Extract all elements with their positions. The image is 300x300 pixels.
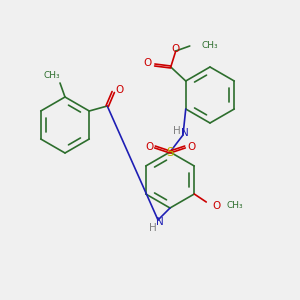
Text: N: N (181, 128, 189, 138)
Text: CH₃: CH₃ (202, 41, 218, 50)
Text: N: N (156, 217, 164, 227)
Text: CH₃: CH₃ (226, 202, 243, 211)
Text: O: O (172, 44, 180, 54)
Text: O: O (115, 85, 123, 95)
Text: H: H (149, 223, 157, 233)
Text: S: S (166, 146, 174, 158)
Text: O: O (187, 142, 195, 152)
Text: O: O (144, 58, 152, 68)
Text: H: H (173, 126, 181, 136)
Text: O: O (212, 201, 220, 211)
Text: O: O (145, 142, 153, 152)
Text: CH₃: CH₃ (44, 70, 60, 80)
